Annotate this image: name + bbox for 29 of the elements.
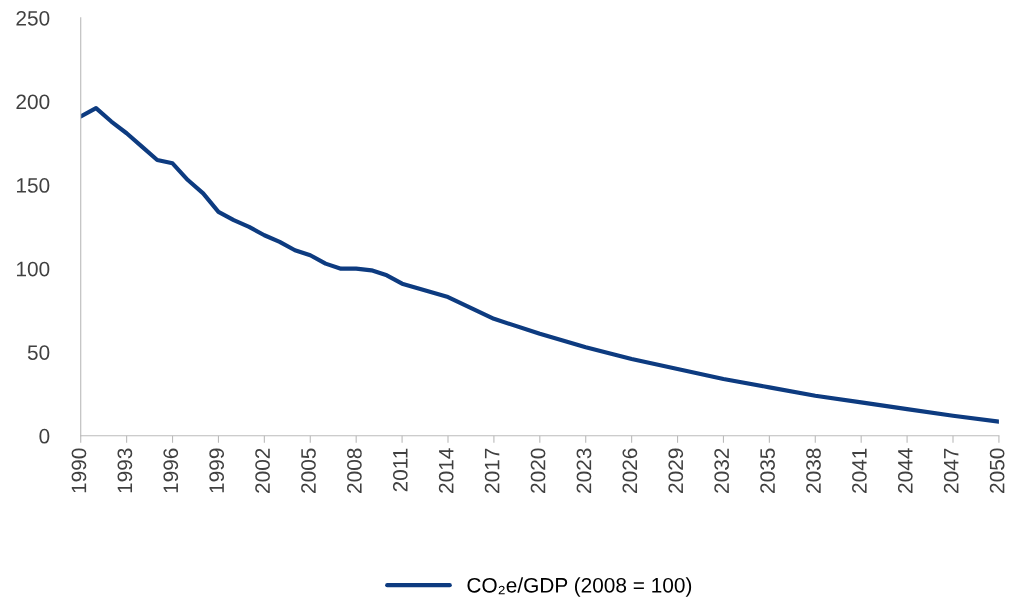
x-tick-label: 1993 (117, 448, 133, 493)
legend-label: CO₂e/GDP (2008 = 100) (467, 577, 692, 597)
x-tick-label: 2050 (989, 448, 1005, 493)
x-tick-label: 2026 (622, 448, 638, 493)
y-tick-label: 200 (16, 94, 50, 110)
x-tick-label: 1999 (209, 448, 225, 493)
y-tick-label: 150 (17, 178, 50, 193)
y-tick-label: 100 (17, 261, 50, 277)
x-tick-label: 2005 (301, 448, 316, 493)
y-tick-label: 0 (39, 428, 50, 444)
x-tick-label: 1990 (71, 448, 87, 493)
x-tick-label: 2038 (806, 448, 821, 493)
x-tick-label: 2047 (943, 448, 959, 493)
x-tick-label: 2014 (438, 448, 454, 493)
x-tick-label: 2002 (255, 448, 270, 493)
y-tick-label: 250 (16, 10, 50, 26)
x-tick-label: 2041 (852, 448, 867, 493)
x-tick-label: 2044 (897, 448, 913, 493)
x-tick-label: 2020 (530, 448, 546, 493)
x-tick-label: 2032 (714, 448, 730, 493)
x-tick-label: 2011 (392, 448, 408, 492)
x-tick-label: 2035 (760, 448, 775, 493)
x-tick-label: 2029 (668, 448, 684, 493)
line-series (80, 106, 999, 424)
x-tick-label: 2017 (484, 448, 500, 493)
x-tick-label: 2008 (347, 448, 362, 493)
y-tick-label: 50 (27, 345, 50, 360)
x-tick-label: 1996 (163, 448, 179, 493)
x-tick-label: 2023 (576, 448, 592, 493)
